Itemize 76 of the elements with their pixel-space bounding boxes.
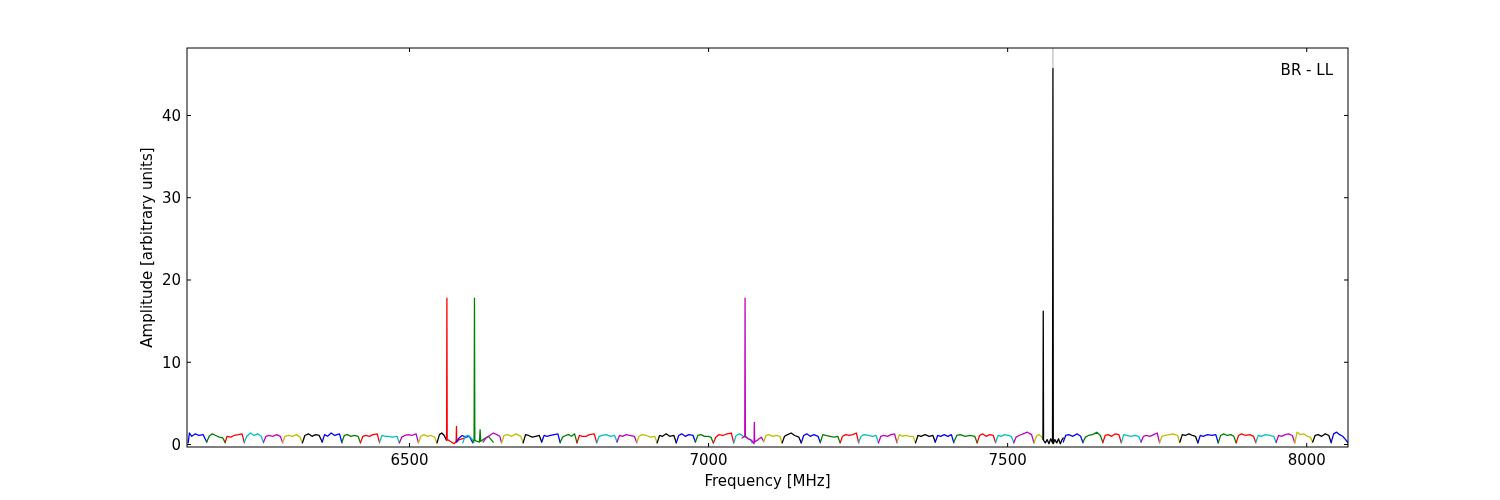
y-tick-label: 0 [171, 435, 181, 454]
y-tick-label: 20 [161, 271, 181, 290]
line-series [1179, 433, 1199, 444]
annotation: BR - LL [1280, 61, 1334, 79]
line-series [839, 432, 860, 444]
x-tick-label: 8000 [1287, 451, 1326, 469]
line-series [675, 433, 697, 444]
line-series [896, 434, 917, 444]
line-series [462, 434, 475, 444]
line-series [1102, 433, 1122, 444]
y-axis-title: Amplitude [arbitrary units] [138, 147, 156, 348]
line-series [694, 434, 715, 444]
line-series [576, 433, 598, 444]
line-series [819, 434, 841, 444]
line-series [436, 432, 448, 444]
line-series [1294, 431, 1314, 444]
line-series [455, 434, 474, 444]
line-series [656, 433, 677, 444]
line-series [321, 432, 343, 444]
line-series [541, 433, 561, 444]
line-series [341, 434, 362, 444]
line-series [1255, 434, 1277, 444]
line-series [1042, 67, 1064, 445]
line-series [995, 434, 1015, 443]
line-series [1033, 434, 1044, 444]
line-series [1275, 433, 1296, 444]
line-series [636, 434, 658, 444]
line-series [741, 297, 765, 445]
line-series [1140, 432, 1161, 444]
line-series [800, 433, 822, 444]
line-series [1158, 433, 1181, 444]
x-tick-label: 6500 [390, 451, 429, 469]
line-series [953, 434, 978, 444]
line-series [1197, 434, 1219, 444]
y-tick-label: 10 [161, 353, 181, 372]
line-series [616, 434, 638, 444]
line-series [282, 434, 304, 444]
line-series [934, 434, 955, 444]
line-series [1330, 431, 1348, 444]
line-series [359, 433, 381, 444]
line-series [187, 432, 208, 444]
line-series [224, 433, 246, 444]
line-series [472, 297, 494, 443]
line-series [500, 433, 524, 444]
line-series [1235, 433, 1257, 444]
line-series [1082, 431, 1104, 443]
line-series [1120, 434, 1142, 444]
x-tick-label: 7500 [988, 451, 1027, 469]
line-series [378, 434, 400, 444]
line-series [858, 434, 880, 444]
line-series [206, 433, 226, 444]
line-series [877, 433, 898, 444]
line-series [596, 434, 618, 444]
line-series [301, 433, 323, 444]
line-series [781, 432, 802, 444]
line-series [243, 432, 265, 444]
line-series [482, 432, 503, 444]
line-series [1062, 433, 1084, 444]
line-series [522, 434, 543, 444]
line-series [712, 432, 735, 444]
line-series [445, 297, 466, 445]
line-series [1312, 433, 1332, 444]
line-series [914, 434, 936, 444]
line-series [262, 434, 284, 444]
x-axis-title: Frequency [MHz] [704, 472, 831, 490]
x-tick-label: 7000 [689, 451, 728, 469]
line-series [559, 433, 578, 444]
line-series [417, 434, 438, 444]
line-series [398, 433, 420, 444]
line-series [733, 433, 753, 444]
line-series [976, 433, 997, 444]
line-series [1217, 433, 1237, 444]
y-tick-label: 30 [161, 188, 181, 207]
line-series [1012, 431, 1035, 444]
y-tick-label: 40 [161, 106, 181, 125]
line-series [762, 434, 783, 444]
